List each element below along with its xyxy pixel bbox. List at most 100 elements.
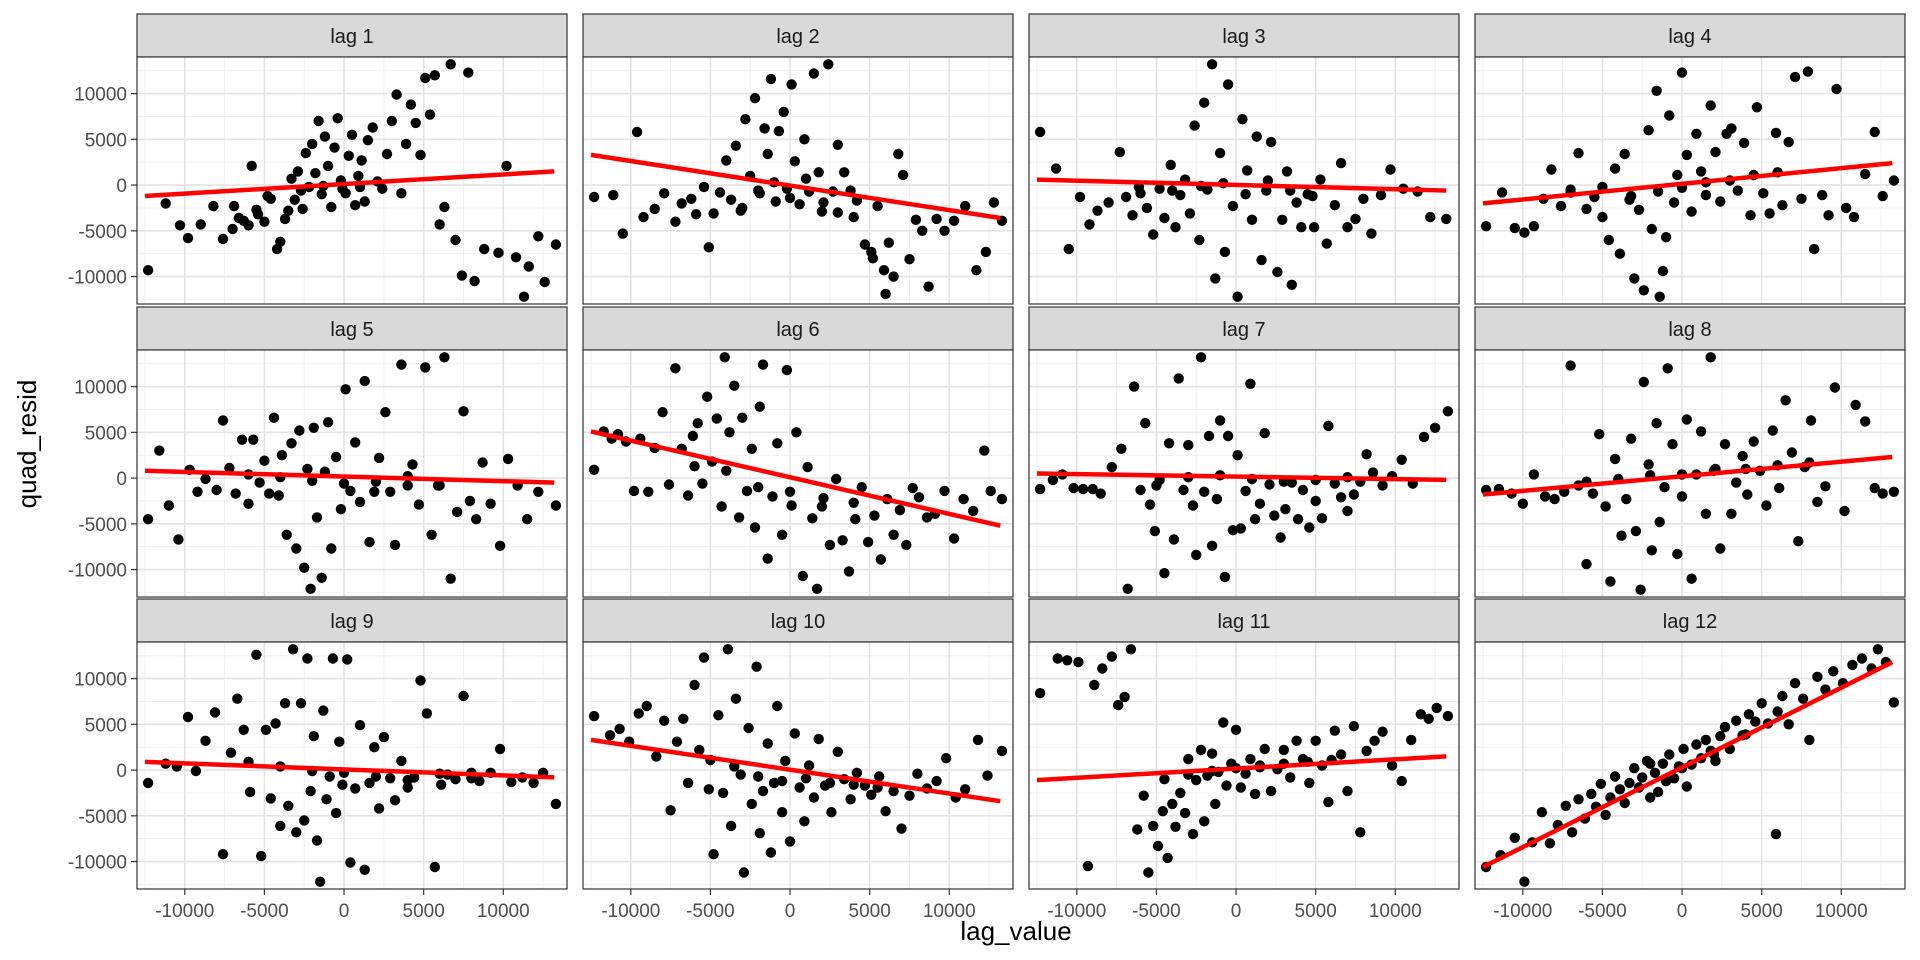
data-point [1063, 243, 1075, 255]
x-tick-label: -5000 [1578, 901, 1627, 922]
data-point [1329, 200, 1341, 211]
facet-strip [136, 13, 568, 58]
data-point [1162, 852, 1173, 864]
data-point [772, 700, 783, 712]
facet-strip [582, 13, 1014, 58]
data-point [310, 168, 321, 179]
data-point [832, 207, 843, 218]
data-point [735, 769, 746, 780]
data-point [1272, 266, 1283, 278]
data-point [1377, 726, 1388, 737]
data-point [682, 490, 694, 501]
data-point [343, 150, 354, 161]
data-point [1184, 208, 1196, 219]
data-point [813, 733, 824, 745]
data-point [1645, 792, 1656, 803]
data-point [614, 723, 625, 735]
data-point [1254, 498, 1266, 509]
data-point [682, 777, 694, 789]
data-point [1297, 484, 1309, 496]
data-point [786, 79, 797, 90]
data-point [413, 499, 425, 510]
data-point [1369, 735, 1380, 746]
data-point [1386, 760, 1398, 771]
data-point [1348, 721, 1360, 732]
data-point [1195, 352, 1207, 363]
facet-strip [1474, 598, 1906, 643]
data-point [824, 777, 836, 789]
data-point [1052, 653, 1063, 664]
data-point [1342, 785, 1353, 797]
data-point [316, 189, 327, 200]
data-point [784, 192, 796, 204]
data-point [1654, 516, 1665, 528]
data-point [268, 412, 280, 423]
data-point [326, 543, 337, 554]
x-axis-title: lag_value [960, 916, 1071, 946]
facet-panel: lag 10 -10000 -5000 0 5000 10000 [582, 598, 1014, 922]
data-point [1662, 363, 1673, 374]
data-point [721, 465, 732, 476]
fit-line [1482, 454, 1893, 497]
data-point [1148, 820, 1159, 832]
data-point [746, 443, 757, 454]
data-point [1600, 809, 1611, 821]
data-point [831, 473, 842, 485]
data-point [1269, 510, 1280, 521]
y-tick-label: -10000 [68, 268, 127, 289]
data-point [1120, 191, 1132, 203]
data-point [1157, 806, 1169, 817]
data-point [733, 512, 745, 523]
data-point [721, 155, 732, 166]
data-point [875, 554, 886, 565]
data-point [1629, 273, 1640, 284]
data-point [1869, 482, 1880, 494]
data-point [232, 693, 243, 704]
data-point [708, 208, 719, 219]
data-point [1114, 146, 1126, 158]
x-tick-label: 5000 [403, 901, 445, 922]
data-point [281, 529, 292, 540]
data-point [1127, 210, 1138, 221]
panel-border [1474, 349, 1906, 598]
data-point [190, 765, 202, 777]
data-point [913, 492, 925, 503]
data-point [1128, 381, 1140, 392]
data-point [1199, 486, 1210, 497]
data-point [208, 200, 219, 212]
data-point [1264, 479, 1275, 490]
data-point [1715, 196, 1726, 207]
data-point [1638, 376, 1650, 388]
x-tick-label: 0 [1231, 901, 1242, 922]
data-point [292, 166, 304, 177]
data-point [931, 775, 942, 787]
data-point [1358, 193, 1369, 204]
facet-strip-label: lag 9 [330, 611, 373, 633]
data-point [791, 427, 802, 438]
data-point [1159, 212, 1170, 224]
data-point [1594, 429, 1605, 440]
data-point [725, 194, 737, 205]
data-point [1367, 467, 1379, 478]
data-point [251, 649, 262, 660]
data-point [1285, 772, 1296, 783]
data-point [506, 776, 517, 788]
data-point [702, 391, 713, 402]
data-point [279, 213, 291, 225]
data-point [1262, 175, 1274, 186]
data-point [1860, 416, 1871, 427]
data-point [1138, 790, 1149, 801]
data-point [786, 500, 797, 511]
data-point [711, 413, 722, 424]
data-point [1170, 222, 1181, 233]
data-point [429, 70, 440, 81]
data-point [1614, 784, 1626, 795]
data-point [1624, 777, 1635, 789]
data-point [439, 201, 450, 213]
data-point [1877, 190, 1888, 202]
data-point [1170, 821, 1181, 832]
data-point [1726, 508, 1737, 519]
data-point [1034, 483, 1046, 495]
data-point [1122, 583, 1133, 594]
data-point [410, 117, 421, 129]
